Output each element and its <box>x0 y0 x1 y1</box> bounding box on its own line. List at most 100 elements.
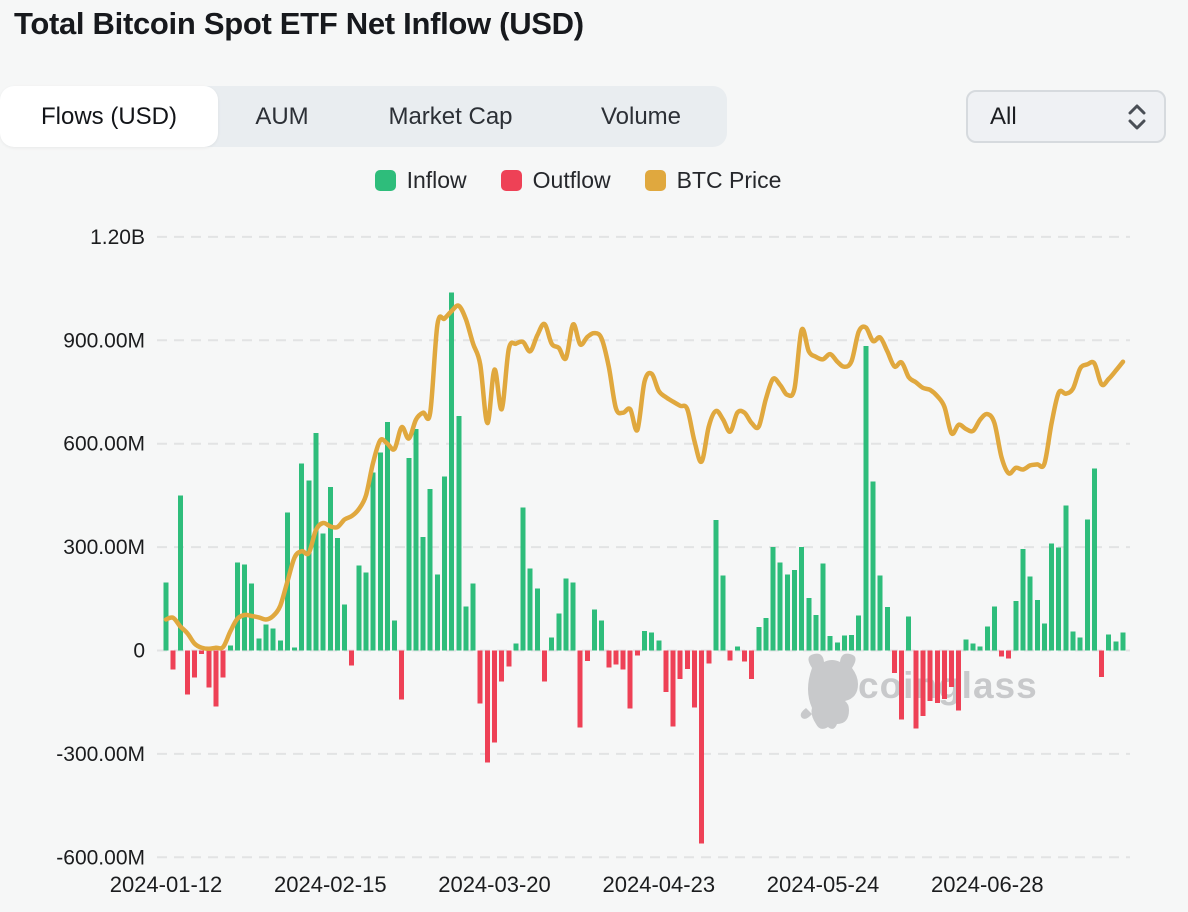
inflow-bar[interactable] <box>256 638 262 651</box>
tab-flows-usd[interactable]: Flows (USD) <box>0 86 218 147</box>
inflow-bar[interactable] <box>713 520 719 651</box>
inflow-bar[interactable] <box>570 582 576 651</box>
outflow-bar[interactable] <box>663 650 669 693</box>
outflow-bar[interactable] <box>920 650 926 717</box>
outflow-bar[interactable] <box>192 650 198 678</box>
outflow-bar[interactable] <box>742 650 747 662</box>
inflow-bar[interactable] <box>856 615 862 651</box>
inflow-bar[interactable] <box>356 565 362 651</box>
inflow-bar[interactable] <box>1106 634 1112 651</box>
inflow-bar[interactable] <box>720 575 726 651</box>
inflow-bar[interactable] <box>527 568 533 651</box>
inflow-bar[interactable] <box>649 632 655 651</box>
inflow-bar[interactable] <box>327 486 333 651</box>
inflow-bar[interactable] <box>1041 623 1047 651</box>
outflow-bar[interactable] <box>577 650 583 728</box>
inflow-bar[interactable] <box>413 428 419 651</box>
inflow-bar[interactable] <box>549 637 555 651</box>
inflow-bar[interactable] <box>642 631 647 651</box>
inflow-bar[interactable] <box>370 472 376 651</box>
outflow-bar[interactable] <box>749 650 755 679</box>
outflow-bar[interactable] <box>956 650 962 711</box>
outflow-bar[interactable] <box>699 650 705 844</box>
legend-item-inflow[interactable]: Inflow <box>374 167 467 194</box>
inflow-bar[interactable] <box>906 616 912 651</box>
inflow-bar[interactable] <box>1049 543 1055 651</box>
outflow-bar[interactable] <box>999 650 1005 657</box>
outflow-bar[interactable] <box>1006 650 1012 659</box>
inflow-bar[interactable] <box>870 481 876 651</box>
inflow-bar[interactable] <box>799 546 805 651</box>
outflow-bar[interactable] <box>627 650 633 709</box>
outflow-bar[interactable] <box>399 650 405 700</box>
inflow-bar[interactable] <box>599 620 605 651</box>
inflow-bar[interactable] <box>777 562 783 651</box>
inflow-bar[interactable] <box>784 574 790 651</box>
inflow-bar[interactable] <box>234 562 240 651</box>
outflow-bar[interactable] <box>934 650 940 703</box>
inflow-bar[interactable] <box>963 639 969 651</box>
inflow-bar[interactable] <box>177 495 183 651</box>
outflow-bar[interactable] <box>949 650 955 688</box>
inflow-bar[interactable] <box>320 533 326 651</box>
inflow-bar[interactable] <box>1120 632 1126 651</box>
inflow-bar[interactable] <box>1070 631 1076 651</box>
inflow-bar[interactable] <box>970 643 976 651</box>
inflow-bar[interactable] <box>434 574 440 651</box>
outflow-bar[interactable] <box>706 650 712 664</box>
inflow-bar[interactable] <box>806 598 812 651</box>
legend-item-btc-price[interactable]: BTC Price <box>644 167 781 194</box>
outflow-bar[interactable] <box>606 650 612 668</box>
outflow-bar[interactable] <box>484 650 490 763</box>
outflow-bar[interactable] <box>941 650 947 699</box>
inflow-bar[interactable] <box>656 640 662 651</box>
inflow-bar[interactable] <box>363 572 369 651</box>
outflow-bar[interactable] <box>492 650 497 743</box>
inflow-bar[interactable] <box>384 422 390 651</box>
inflow-bar[interactable] <box>1091 468 1097 651</box>
outflow-bar[interactable] <box>692 650 697 708</box>
outflow-bar[interactable] <box>542 650 547 682</box>
inflow-bar[interactable] <box>734 646 740 651</box>
inflow-bar[interactable] <box>991 606 997 651</box>
outflow-bar[interactable] <box>506 650 512 667</box>
inflow-bar[interactable] <box>342 604 347 651</box>
inflow-bar[interactable] <box>534 588 540 651</box>
inflow-bar[interactable] <box>420 537 426 651</box>
inflow-bar[interactable] <box>884 607 890 651</box>
inflow-bar[interactable] <box>820 563 826 651</box>
inflow-bar[interactable] <box>1077 637 1083 651</box>
outflow-bar[interactable] <box>349 650 355 666</box>
outflow-bar[interactable] <box>184 650 190 695</box>
outflow-bar[interactable] <box>213 650 219 707</box>
outflow-bar[interactable] <box>499 650 505 682</box>
btc-price-line[interactable] <box>163 303 1126 652</box>
inflow-bar[interactable] <box>756 627 762 651</box>
inflow-bar[interactable] <box>763 617 769 651</box>
outflow-bar[interactable] <box>634 650 640 656</box>
inflow-bar[interactable] <box>563 578 569 651</box>
inflow-bar[interactable] <box>1034 600 1040 651</box>
outflow-bar[interactable] <box>899 650 905 720</box>
legend-item-outflow[interactable]: Outflow <box>500 167 611 194</box>
inflow-bar[interactable] <box>456 416 462 651</box>
outflow-bar[interactable] <box>220 650 226 678</box>
outflow-bar[interactable] <box>670 650 676 727</box>
inflow-bar[interactable] <box>306 480 312 651</box>
inflow-bar[interactable] <box>449 292 455 651</box>
inflow-bar[interactable] <box>163 582 169 651</box>
outflow-bar[interactable] <box>199 650 205 654</box>
inflow-bar[interactable] <box>1056 547 1062 651</box>
inflow-bar[interactable] <box>1013 601 1019 651</box>
inflow-bar[interactable] <box>1084 519 1090 651</box>
outflow-bar[interactable] <box>584 650 590 661</box>
inflow-bar[interactable] <box>813 615 819 651</box>
inflow-bar[interactable] <box>427 488 433 651</box>
inflow-bar[interactable] <box>792 569 797 651</box>
outflow-bar[interactable] <box>727 650 733 661</box>
inflow-bar[interactable] <box>277 640 283 651</box>
inflow-bar[interactable] <box>863 345 869 651</box>
outflow-bar[interactable] <box>477 650 483 704</box>
inflow-bar[interactable] <box>442 476 447 651</box>
inflow-bar[interactable] <box>263 624 269 651</box>
